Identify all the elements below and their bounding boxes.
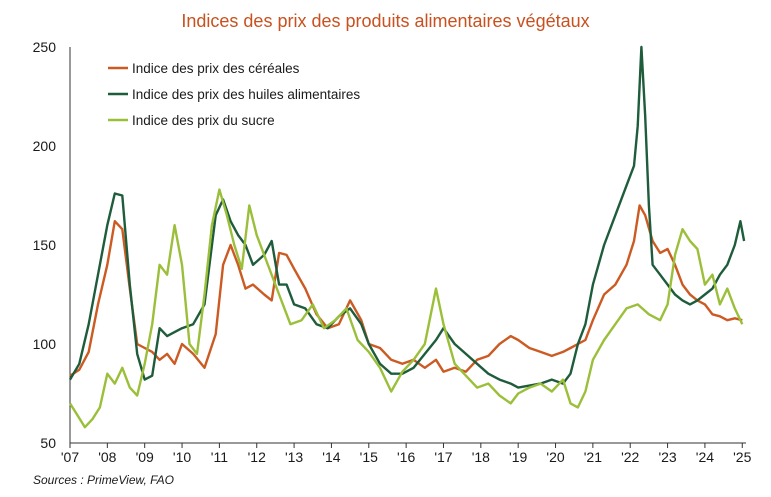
legend-label: Indice des prix du sucre bbox=[132, 113, 275, 128]
y-tick-label: 250 bbox=[33, 39, 57, 55]
x-tick-label: '17 bbox=[434, 449, 452, 465]
y-tick-label: 100 bbox=[33, 336, 57, 352]
series-line-2 bbox=[68, 45, 746, 389]
x-tick-label: '18 bbox=[472, 449, 490, 465]
series-line-1 bbox=[69, 204, 743, 377]
chart-series bbox=[68, 45, 746, 429]
chart-legend: Indice des prix des céréales Indice des p… bbox=[108, 61, 360, 128]
series-line-3 bbox=[68, 188, 744, 429]
y-tick-label: 50 bbox=[40, 435, 56, 451]
x-tick-label: '25 bbox=[733, 449, 751, 465]
x-tick-label: '19 bbox=[509, 449, 527, 465]
x-tick-label: '23 bbox=[658, 449, 676, 465]
legend-label: Indice des prix des huiles alimentaires bbox=[132, 87, 360, 102]
x-axis-ticks: '07 '08 '09 '10 '11 '12 '13 '14 '15 '16 '17 '18 '19 '… bbox=[61, 443, 752, 465]
x-tick-label: '11 bbox=[211, 449, 228, 465]
x-tick-label: '09 bbox=[136, 449, 154, 465]
legend-label: Indice des prix des céréales bbox=[132, 61, 300, 76]
x-tick-label: '16 bbox=[397, 449, 415, 465]
x-tick-label: '21 bbox=[584, 449, 602, 465]
x-tick-label: '12 bbox=[248, 449, 266, 465]
chart-axes bbox=[69, 47, 746, 444]
x-tick-label: '20 bbox=[546, 449, 564, 465]
x-tick-label: '10 bbox=[173, 449, 191, 465]
x-tick-label: '15 bbox=[360, 449, 378, 465]
x-tick-label: '24 bbox=[696, 449, 714, 465]
chart-title: Indices des prix des produits alimentair… bbox=[181, 11, 590, 31]
x-tick-label: '08 bbox=[98, 449, 116, 465]
y-tick-label: 200 bbox=[33, 138, 57, 154]
x-tick-label: '07 bbox=[61, 449, 79, 465]
y-tick-label: 150 bbox=[33, 237, 57, 253]
x-tick-label: '14 bbox=[322, 449, 340, 465]
x-tick-label: '13 bbox=[285, 449, 303, 465]
x-tick-label: '22 bbox=[621, 449, 639, 465]
y-axis-ticks: 250 200 150 100 50 bbox=[33, 39, 57, 451]
source-note: Sources : PrimeView, FAO bbox=[33, 473, 174, 487]
